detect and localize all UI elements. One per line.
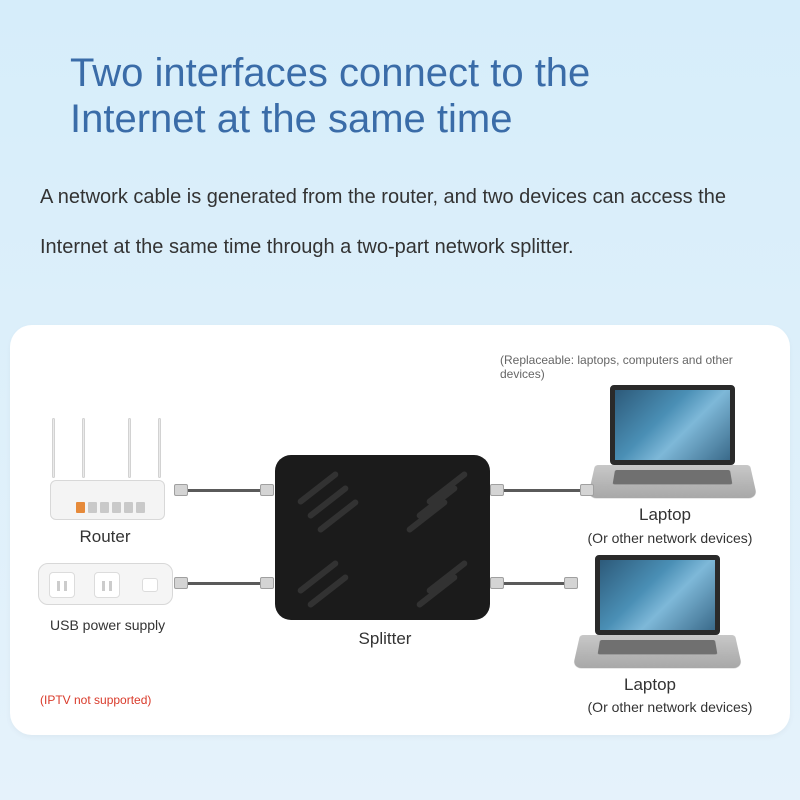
cable-icon: [504, 489, 582, 492]
cable-icon: [188, 489, 262, 492]
connector-icon: [174, 484, 188, 496]
cable-icon: [188, 582, 262, 585]
laptop-2-icon: [580, 555, 735, 670]
router-icon: [40, 440, 175, 520]
splitter-icon: [275, 455, 490, 620]
connector-icon: [260, 484, 274, 496]
iptv-warning: (IPTV not supported): [40, 693, 151, 707]
connector-icon: [564, 577, 578, 589]
power-strip-icon: [38, 563, 173, 605]
connector-icon: [174, 577, 188, 589]
replaceable-note: (Replaceable: laptops, computers and oth…: [500, 353, 750, 381]
laptop-2-label: Laptop: [585, 675, 715, 695]
page-description: A network cable is generated from the ro…: [0, 162, 800, 272]
connector-icon: [260, 577, 274, 589]
laptop-1-sublabel: (Or other network devices): [570, 530, 770, 546]
page-title: Two interfaces connect to the Internet a…: [0, 0, 800, 162]
splitter-label: Splitter: [325, 629, 445, 649]
connector-icon: [490, 484, 504, 496]
laptop-2-sublabel: (Or other network devices): [555, 699, 785, 715]
connector-icon: [580, 484, 594, 496]
cable-icon: [504, 582, 566, 585]
usb-label: USB power supply: [50, 617, 200, 633]
diagram-card: (Replaceable: laptops, computers and oth…: [10, 325, 790, 735]
laptop-1-label: Laptop: [600, 505, 730, 525]
laptop-1-icon: [595, 385, 750, 500]
router-label: Router: [50, 527, 160, 547]
connector-icon: [490, 577, 504, 589]
